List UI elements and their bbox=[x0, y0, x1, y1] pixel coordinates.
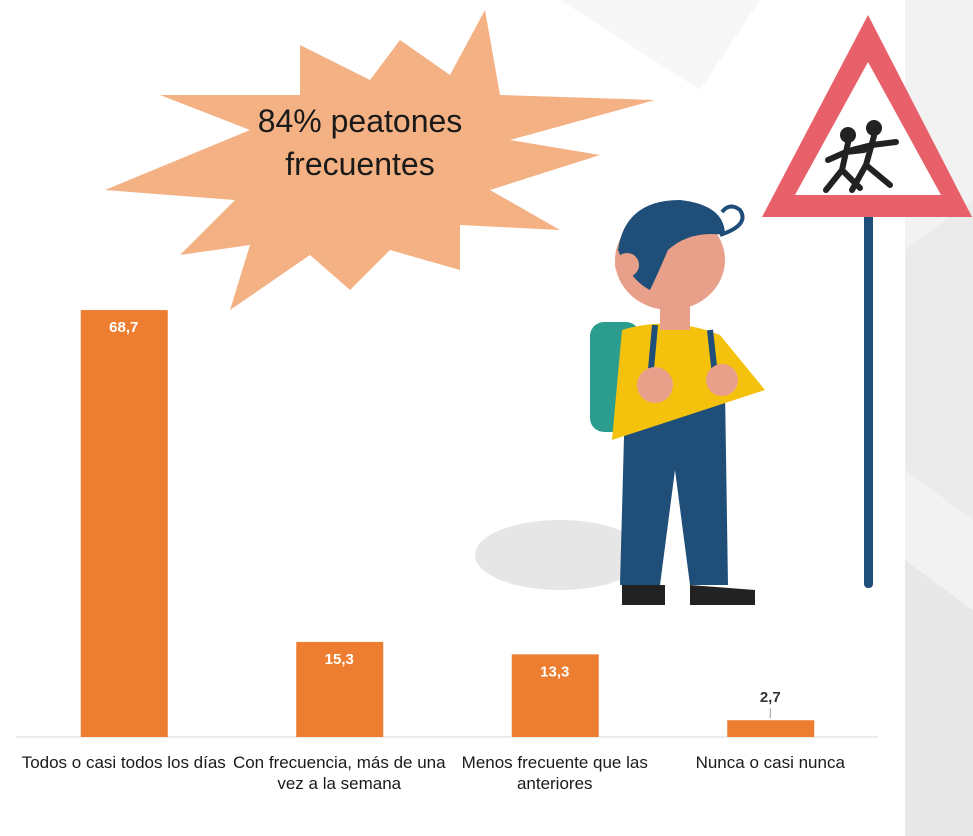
bar bbox=[296, 641, 384, 737]
annotation: 84% peatones frecuentes bbox=[257, 103, 463, 182]
x-tick-label: Nunca o casi nunca bbox=[695, 753, 845, 772]
bar bbox=[511, 654, 599, 737]
value-label: 2,7 bbox=[760, 689, 781, 706]
value-label: 68,7 bbox=[109, 319, 138, 336]
value-label: 13,3 bbox=[540, 663, 569, 680]
x-tick-label: Con frecuencia, más de una vez a la sema… bbox=[232, 753, 446, 793]
x-tick-label: Todos o casi todos los días bbox=[21, 753, 226, 772]
illustration bbox=[475, 15, 972, 605]
value-label: 15,3 bbox=[325, 651, 354, 668]
starburst bbox=[105, 10, 655, 310]
bar bbox=[80, 310, 168, 737]
x-tick-label: Menos frecuente que las anteriores bbox=[461, 753, 648, 793]
bar bbox=[727, 720, 815, 737]
